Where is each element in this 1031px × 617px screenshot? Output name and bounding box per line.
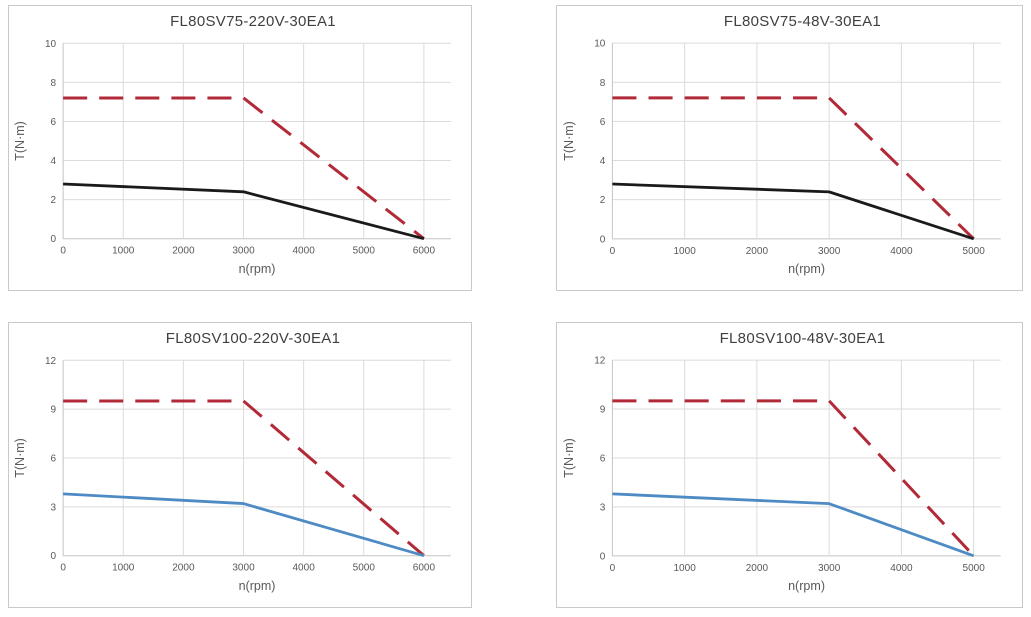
x-gridlines <box>62 360 425 556</box>
x-tick-label: 0 <box>610 563 616 574</box>
y-axis-title: T(N·m) <box>13 121 27 161</box>
y-tick-label: 0 <box>600 551 606 562</box>
y-axis-title: T(N·m) <box>13 438 27 478</box>
x-tick-label: 4000 <box>890 563 913 574</box>
y-tick-label: 3 <box>51 502 57 513</box>
x-axis-title: n(rpm) <box>788 579 825 593</box>
y-tick-label: 6 <box>51 117 57 128</box>
x-tick-label: 2000 <box>746 563 769 574</box>
chart-panel-fl80sv75-48v: FL80SV75-48V-30EA1 0 2 4 6 8 10 0 1000 2000 3000 4… <box>556 5 1023 291</box>
peak-torque-curve <box>612 399 975 557</box>
peak-torque-curve <box>63 399 425 557</box>
x-tick-label: 3000 <box>818 246 841 257</box>
x-gridlines <box>611 360 975 556</box>
y-tick-label: 8 <box>600 78 606 89</box>
y-tick-label: 12 <box>594 356 606 367</box>
x-tick-label: 5000 <box>963 246 986 257</box>
y-gridlines <box>612 359 1001 557</box>
chart-panel-fl80sv75-220v: FL80SV75-220V-30EA1 0 2 4 6 8 10 0 1000 2000 3000… <box>8 5 472 291</box>
y-tick-label: 6 <box>600 453 606 464</box>
chart-canvas: 0 2 4 6 8 10 0 1000 2000 3000 4000 5000 6000 n(rpm) T(… <box>13 39 451 276</box>
rated-torque-curve <box>612 492 975 558</box>
y-tick-label: 2 <box>51 195 57 206</box>
x-axis-title: n(rpm) <box>239 579 276 593</box>
y-tick-label: 10 <box>594 39 606 50</box>
y-tick-label: 9 <box>600 405 606 416</box>
x-tick-label: 6000 <box>413 563 436 574</box>
chart-panel-fl80sv100-48v: FL80SV100-48V-30EA1 0 3 6 9 12 0 1000 2000 3000 4… <box>556 322 1023 608</box>
x-axis-title: n(rpm) <box>788 262 825 276</box>
y-gridlines <box>612 42 1001 240</box>
peak-torque-curve <box>63 96 425 240</box>
x-tick-label: 2000 <box>746 246 769 257</box>
y-tick-label: 12 <box>45 356 57 367</box>
x-tick-label: 4000 <box>292 563 315 574</box>
chart-title: FL80SV75-220V-30EA1 <box>170 13 336 30</box>
chart-title: FL80SV100-48V-30EA1 <box>719 330 886 347</box>
y-tick-label: 0 <box>51 234 57 245</box>
chart-canvas: 0 2 4 6 8 10 0 1000 2000 3000 4000 5000 n(rpm) T(N·m) <box>562 39 1001 276</box>
y-tick-label: 2 <box>600 195 606 206</box>
x-tick-label: 5000 <box>963 563 986 574</box>
x-axis-title: n(rpm) <box>239 262 276 276</box>
peak-torque-curve <box>612 96 975 240</box>
chart-title: FL80SV75-48V-30EA1 <box>723 13 882 30</box>
x-tick-label: 4000 <box>890 246 913 257</box>
x-gridlines <box>611 43 975 239</box>
x-tick-label: 2000 <box>172 246 195 257</box>
y-tick-label: 10 <box>45 39 57 50</box>
chart-panel-fl80sv100-220v: FL80SV100-220V-30EA1 0 3 6 9 12 0 1000 2000 3000… <box>8 322 472 608</box>
y-tick-label: 8 <box>51 78 57 89</box>
x-tick-label: 0 <box>610 246 616 257</box>
x-tick-label: 0 <box>60 563 66 574</box>
x-tick-label: 1000 <box>112 246 135 257</box>
y-tick-label: 6 <box>600 117 606 128</box>
x-tick-label: 3000 <box>818 563 841 574</box>
y-axis-title: T(N·m) <box>562 121 576 161</box>
x-tick-label: 5000 <box>353 246 376 257</box>
rated-torque-curve <box>63 182 425 241</box>
x-tick-label: 3000 <box>232 246 255 257</box>
chart-canvas: 0 3 6 9 12 0 1000 2000 3000 4000 5000 6000 n(rpm) T(N… <box>13 356 451 593</box>
rated-torque-curve <box>63 492 425 558</box>
x-tick-label: 1000 <box>673 563 696 574</box>
chart-title: FL80SV100-220V-30EA1 <box>165 330 341 347</box>
x-tick-label: 0 <box>60 246 66 257</box>
y-gridlines <box>63 359 451 557</box>
x-tick-label: 6000 <box>413 246 436 257</box>
rated-torque-curve <box>612 182 975 241</box>
x-tick-label: 1000 <box>673 246 696 257</box>
y-tick-label: 0 <box>51 551 57 562</box>
y-tick-label: 6 <box>51 453 57 464</box>
y-tick-label: 4 <box>600 156 606 167</box>
x-tick-label: 4000 <box>292 246 315 257</box>
y-tick-label: 9 <box>51 405 57 416</box>
x-gridlines <box>62 43 425 239</box>
y-tick-label: 3 <box>600 502 606 513</box>
x-tick-label: 3000 <box>232 563 255 574</box>
y-axis-title: T(N·m) <box>562 438 576 478</box>
x-tick-label: 1000 <box>112 563 135 574</box>
y-tick-label: 4 <box>51 156 57 167</box>
y-tick-label: 0 <box>600 234 606 245</box>
x-tick-label: 5000 <box>353 563 376 574</box>
chart-canvas: 0 3 6 9 12 0 1000 2000 3000 4000 5000 n(rpm) T(N·m) <box>562 356 1001 593</box>
y-gridlines <box>63 42 451 240</box>
x-tick-label: 2000 <box>172 563 195 574</box>
